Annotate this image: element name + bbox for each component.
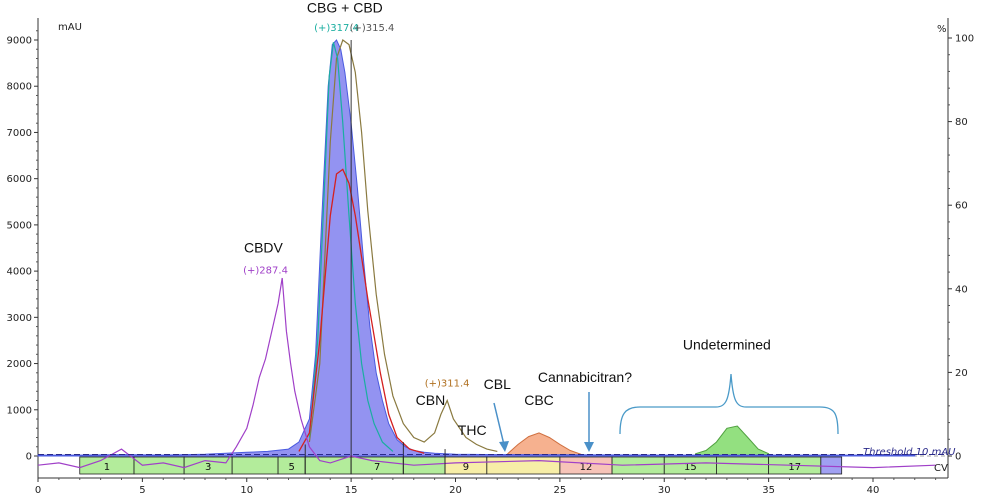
threshold-label: Threshold 10 mAU (863, 447, 956, 458)
y-tick-label: 3000 (7, 313, 32, 324)
brown-mass-trace (308, 39, 498, 452)
peak-label: Cannabicitran? (538, 369, 632, 385)
fraction-box (402, 456, 446, 475)
fraction-label: 1 (104, 462, 110, 473)
cbdv-mass-trace (37, 277, 936, 469)
y2-tick-label: 0 (955, 452, 961, 463)
fraction-label: 7 (374, 462, 380, 473)
x-tick-label: 30 (658, 485, 671, 496)
x-tick-label: 5 (139, 485, 145, 496)
x-tick-label: 15 (345, 485, 358, 496)
x-tick-label: 20 (449, 485, 462, 496)
x-tick-label: 25 (554, 485, 567, 496)
peak-label: Undetermined (683, 337, 771, 353)
fraction-label: 15 (684, 462, 697, 473)
y2-tick-label: 60 (955, 201, 968, 212)
x-tick-label: 10 (240, 485, 253, 496)
cannabicitran-arrowhead (584, 442, 594, 452)
y-axis-unit-label: mAU (58, 22, 82, 33)
y-tick-label: 7000 (7, 128, 32, 139)
fraction-label: 12 (580, 462, 593, 473)
fraction-box (231, 456, 279, 475)
y-tick-label: 5000 (7, 220, 32, 231)
red-mass-trace (298, 168, 425, 454)
x-tick-label: 0 (35, 485, 41, 496)
series-layer (37, 39, 936, 474)
cbl-arrowhead (499, 441, 509, 452)
peak-label: THC (458, 422, 487, 438)
peak-label: CBL (484, 376, 511, 392)
teal-mass-trace (308, 42, 394, 452)
fraction-layer: 1 3 5 7 9 12 15 17 (79, 456, 843, 475)
undetermined-bracket (619, 373, 839, 435)
x-tick-label: 40 (867, 485, 880, 496)
fraction-box (820, 456, 843, 475)
fraction-label: 3 (205, 462, 211, 473)
cbl-arrow (493, 402, 506, 450)
fraction-box (716, 456, 770, 475)
mz-label: (+)315.4 (350, 23, 395, 34)
fraction-box (304, 456, 352, 475)
y2-axis-unit-label: % (937, 24, 947, 35)
peak-label: CBDV (244, 240, 284, 256)
y-tick-label: 8000 (7, 82, 32, 93)
y2-tick-label: 100 (955, 34, 974, 45)
peak-label: CBN (416, 392, 446, 408)
fraction-box (486, 456, 561, 475)
y2-tick-label: 80 (955, 117, 968, 128)
y-tick-label: 0 (26, 452, 32, 463)
y2-tick-label: 20 (955, 368, 968, 379)
x-axis-unit-label: CV (934, 463, 948, 474)
peak-label: CBC (524, 392, 554, 408)
y-tick-label: 1000 (7, 405, 32, 416)
mz-label: (+)311.4 (425, 379, 470, 390)
mz-label: (+)287.4 (243, 265, 288, 276)
y2-tick-label: 40 (955, 284, 968, 295)
annotation-layer: CBDV (+)287.4 CBG + CBD (+)317.4(+)315.4 CBN… (243, 0, 771, 438)
mz-label: (+)317.4 (314, 23, 359, 34)
peak-label: CBG + CBD (307, 0, 383, 15)
x-tick-label: 35 (762, 485, 775, 496)
fraction-label: 17 (788, 462, 801, 473)
y-tick-label: 9000 (7, 36, 32, 47)
fraction-label: 5 (288, 462, 294, 473)
y-tick-label: 6000 (7, 174, 32, 185)
y-tick-label: 2000 (7, 359, 32, 370)
y-tick-label: 4000 (7, 267, 32, 278)
uv-absorbance-area (37, 39, 916, 457)
fraction-label: 9 (463, 462, 469, 473)
